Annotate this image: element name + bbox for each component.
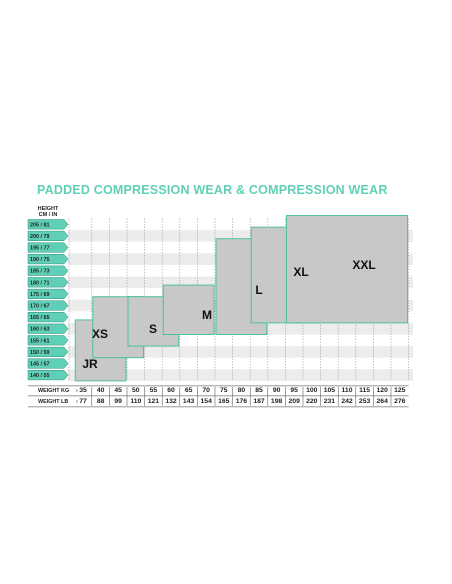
weight-lb-tick: 242 bbox=[341, 398, 353, 405]
weight-lb-tick: 121 bbox=[148, 398, 160, 405]
height-label: 195 / 77 bbox=[30, 246, 49, 252]
weight-axis: › ›35 40 45 50 55 60 65 70 75 80 85 90 95 100 105 110 115… bbox=[28, 385, 409, 408]
height-tag bbox=[27, 230, 69, 241]
weight-kg-tick: 115 bbox=[359, 387, 370, 394]
size-boxes: JR XS S M L XL XXL bbox=[74, 215, 409, 382]
weight-lb-tick: 209 bbox=[289, 398, 301, 405]
size-label-xs: XS bbox=[92, 327, 108, 341]
height-label: 205 / 81 bbox=[30, 222, 49, 228]
height-tag bbox=[27, 312, 69, 323]
weight-lb-tick: 276 bbox=[394, 398, 406, 405]
weight-lb-tick: 88 bbox=[97, 398, 105, 405]
weight-lb-tick: 132 bbox=[165, 398, 177, 405]
height-tag bbox=[27, 219, 69, 230]
height-tag bbox=[27, 370, 69, 381]
weight-lb-tick: 187 bbox=[253, 398, 265, 405]
size-label-m: M bbox=[202, 308, 212, 322]
weight-lb-tick: 77 bbox=[79, 398, 87, 405]
weight-kg-tick: 50 bbox=[132, 387, 140, 394]
size-label-xl: XL bbox=[293, 265, 308, 279]
height-tag bbox=[27, 335, 69, 346]
weight-kg-tick: 95 bbox=[290, 387, 298, 394]
weight-kg-tick: 105 bbox=[324, 387, 336, 394]
weight-lb-tick: 154 bbox=[201, 398, 213, 405]
weight-kg-tick: 85 bbox=[255, 387, 263, 394]
weight-kg-tick: 40 bbox=[97, 387, 105, 394]
weight-lb-tick: 110 bbox=[130, 398, 141, 405]
height-tag bbox=[27, 265, 69, 276]
height-labels: 205 / 81 200 / 79 195 / 77 190 / 75 185 / 73… bbox=[27, 219, 69, 381]
weight-lb-arrow: › bbox=[76, 399, 78, 405]
size-label-s: S bbox=[149, 322, 157, 336]
weight-kg-tick: 100 bbox=[306, 387, 318, 394]
height-label: 200 / 79 bbox=[30, 234, 49, 240]
weight-kg-tick: 55 bbox=[150, 387, 158, 394]
weight-kg-tick: 65 bbox=[185, 387, 193, 394]
weight-kg-tick: 35 bbox=[79, 387, 87, 394]
row-band bbox=[68, 346, 413, 358]
height-label: 160 / 63 bbox=[30, 327, 49, 333]
chart-title: PADDED COMPRESSION WEAR & COMPRESSION WE… bbox=[37, 183, 388, 197]
weight-kg-tick: 125 bbox=[394, 387, 406, 394]
height-label: 145 / 57 bbox=[30, 362, 49, 368]
height-tag bbox=[27, 323, 69, 334]
weight-lb-tick: 231 bbox=[324, 398, 336, 405]
size-box-m bbox=[162, 284, 215, 335]
height-label: 170 / 67 bbox=[30, 304, 49, 310]
weight-lb-label: WEIGHT LB bbox=[38, 399, 68, 405]
weight-kg-tick: 90 bbox=[273, 387, 281, 394]
weight-lb-tick: 99 bbox=[114, 398, 122, 405]
height-label: 185 / 73 bbox=[30, 269, 49, 275]
weight-lb-tick: 165 bbox=[218, 398, 230, 405]
weight-lb-tick: 176 bbox=[236, 398, 248, 405]
row-band bbox=[68, 230, 413, 242]
height-tag bbox=[27, 254, 69, 265]
height-label: 140 / 55 bbox=[30, 373, 49, 379]
weight-kg-tick: 80 bbox=[238, 387, 246, 394]
weight-lb-tick: 220 bbox=[306, 398, 318, 405]
weight-kg-tick: 70 bbox=[202, 387, 210, 394]
height-label: 165 / 65 bbox=[30, 315, 49, 321]
height-tag bbox=[27, 242, 69, 253]
size-label-jr: JR bbox=[82, 357, 98, 371]
weight-kg-tick: 75 bbox=[220, 387, 228, 394]
height-label: 150 / 59 bbox=[30, 350, 49, 356]
weight-lb-tick: 264 bbox=[377, 398, 389, 405]
weight-lb-tick: 143 bbox=[183, 398, 195, 405]
weight-kg-tick: 60 bbox=[167, 387, 175, 394]
row-band bbox=[68, 369, 413, 381]
height-label: 190 / 75 bbox=[30, 257, 49, 263]
weight-lb-tick: 198 bbox=[271, 398, 283, 405]
height-label: 155 / 61 bbox=[30, 338, 49, 344]
weight-lb-tick: 253 bbox=[359, 398, 371, 405]
weight-kg-tick: 45 bbox=[114, 387, 122, 394]
weight-kg-label: WEIGHT KG bbox=[38, 388, 69, 394]
height-tag bbox=[27, 358, 69, 369]
size-label-l: L bbox=[255, 283, 262, 297]
height-header: HEIGHT bbox=[38, 206, 59, 212]
height-label: 175 / 69 bbox=[30, 292, 49, 298]
weight-kg-tick: 110 bbox=[342, 387, 353, 394]
height-unit-header: CM / IN bbox=[39, 212, 58, 218]
size-label-xxl: XXL bbox=[352, 258, 375, 272]
weight-kg-tick: 120 bbox=[377, 387, 389, 394]
height-tag bbox=[27, 300, 69, 311]
height-tag bbox=[27, 277, 69, 288]
height-tag bbox=[27, 346, 69, 357]
height-label: 180 / 71 bbox=[30, 280, 49, 286]
weight-kg-arrow: › bbox=[76, 388, 78, 394]
height-tag bbox=[27, 288, 69, 299]
size-box-xxl bbox=[285, 215, 409, 324]
